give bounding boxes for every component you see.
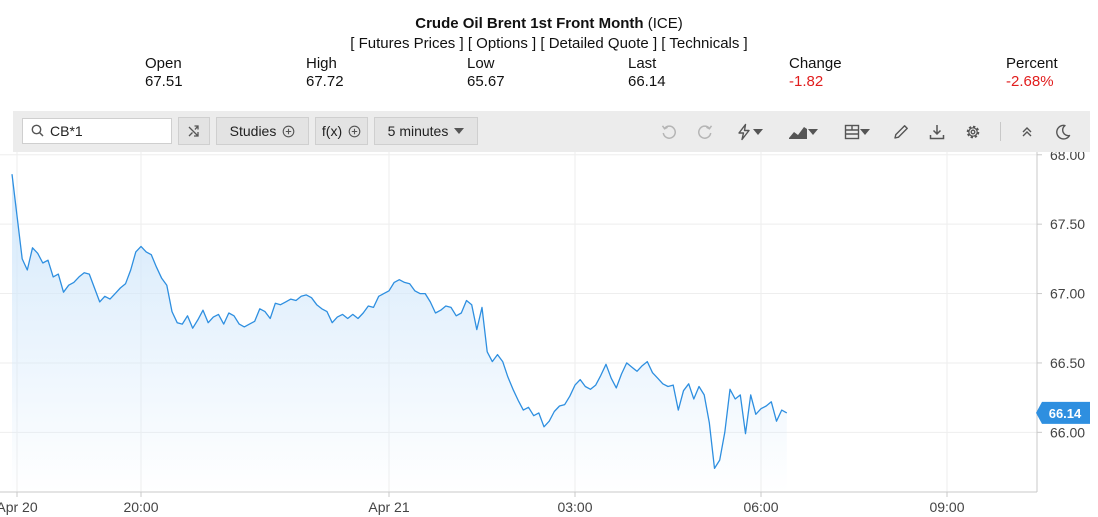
caret-down-icon (860, 129, 870, 135)
exchange-label: (ICE) (647, 15, 683, 32)
y-tick-label: 68.00 (1050, 152, 1085, 163)
settings-button[interactable] (961, 120, 985, 144)
gear-icon (966, 125, 980, 139)
symbol-search-box[interactable] (22, 118, 172, 144)
events-menu-button[interactable] (729, 120, 769, 144)
undo-icon (661, 125, 676, 139)
open-value: 67.51 (145, 73, 183, 90)
theme-toggle-button[interactable] (1051, 120, 1075, 144)
lightning-icon (738, 123, 750, 141)
y-tick-label: 66.00 (1050, 424, 1085, 440)
change-value: -1.82 (789, 73, 824, 90)
moon-icon (1056, 124, 1071, 140)
compare-button[interactable] (178, 117, 210, 145)
y-tick-label: 66.50 (1050, 355, 1085, 371)
fx-label: f(x) (321, 123, 343, 139)
redo-button[interactable] (693, 120, 717, 144)
price-area (12, 174, 787, 492)
search-icon (31, 124, 44, 137)
last-price-badge-label: 66.14 (1049, 406, 1082, 421)
instrument-name: Crude Oil Brent 1st Front Month (415, 15, 644, 32)
toolbar-divider (1000, 122, 1001, 141)
studies-button[interactable]: Studies (216, 117, 309, 145)
last-value: 66.14 (628, 73, 666, 90)
percent-value: -2.68% (1006, 73, 1054, 90)
link-options[interactable]: [ Options ] (467, 35, 537, 52)
layout-icon (844, 124, 860, 140)
chart-type-icon (789, 127, 807, 139)
high-value: 67.72 (306, 73, 344, 90)
plus-circle-icon (348, 125, 361, 137)
studies-label: Studies (229, 123, 277, 139)
low-label: Low (467, 55, 495, 72)
last-price-badge-shape (1036, 401, 1090, 424)
last-price-badge: 66.14 (1036, 401, 1090, 424)
download-button[interactable] (925, 120, 949, 144)
pencil-icon (894, 125, 908, 139)
layout-button[interactable] (837, 120, 877, 144)
collapse-button[interactable] (1015, 120, 1039, 144)
quote-last: Last 66.14 (628, 55, 666, 91)
quote-percent: Percent -2.68% (1006, 55, 1058, 91)
x-axis: Apr 20 20:00 Apr 21 03:00 06:00 09:00 (0, 492, 965, 515)
draw-button[interactable] (889, 120, 913, 144)
quote-change: Change -1.82 (789, 55, 842, 91)
quote-links: [ Futures Prices ] [ Options ] [ Detaile… (0, 35, 1098, 52)
chart-type-button[interactable] (783, 120, 823, 144)
undo-button[interactable] (657, 120, 681, 144)
x-tick-label: 20:00 (123, 499, 158, 515)
page-title: Crude Oil Brent 1st Front Month (ICE) (0, 15, 1098, 32)
symbol-input[interactable] (50, 122, 165, 140)
link-detailed-quote[interactable]: [ Detailed Quote ] (540, 35, 658, 52)
download-icon (929, 125, 945, 140)
y-tick-label: 67.00 (1050, 286, 1085, 302)
link-futures-prices[interactable]: [ Futures Prices ] (350, 35, 464, 52)
x-tick-label: 03:00 (557, 499, 592, 515)
low-value: 65.67 (467, 73, 505, 90)
caret-down-icon (753, 129, 763, 135)
quote-low: Low 65.67 (467, 55, 505, 91)
open-label: Open (145, 55, 182, 72)
collapse-icon (1022, 127, 1032, 137)
last-label: Last (628, 55, 657, 72)
x-tick-label: 09:00 (929, 499, 964, 515)
change-label: Change (789, 55, 842, 72)
quote-open: Open 67.51 (145, 55, 183, 91)
caret-down-icon (454, 128, 465, 134)
x-tick-label: Apr 20 (0, 499, 38, 515)
x-tick-label: Apr 21 (368, 499, 409, 515)
percent-label: Percent (1006, 55, 1058, 72)
quote-high: High 67.72 (306, 55, 344, 91)
compare-icon (188, 125, 199, 137)
high-label: High (306, 55, 337, 72)
chart-toolbar: Studies f(x) 5 minutes (13, 111, 1090, 152)
function-button[interactable]: f(x) (315, 117, 368, 145)
x-tick-label: 06:00 (743, 499, 778, 515)
y-tick-label: 67.50 (1050, 216, 1085, 232)
interval-dropdown[interactable]: 5 minutes (374, 117, 478, 145)
plus-circle-icon (282, 125, 295, 137)
y-axis: 68.00 67.50 67.00 66.50 66.00 (1037, 152, 1085, 440)
caret-down-icon (808, 129, 818, 135)
redo-icon (698, 125, 713, 139)
price-line (11, 174, 788, 470)
link-technicals[interactable]: [ Technicals ] (661, 35, 748, 52)
interval-label: 5 minutes (387, 123, 449, 139)
